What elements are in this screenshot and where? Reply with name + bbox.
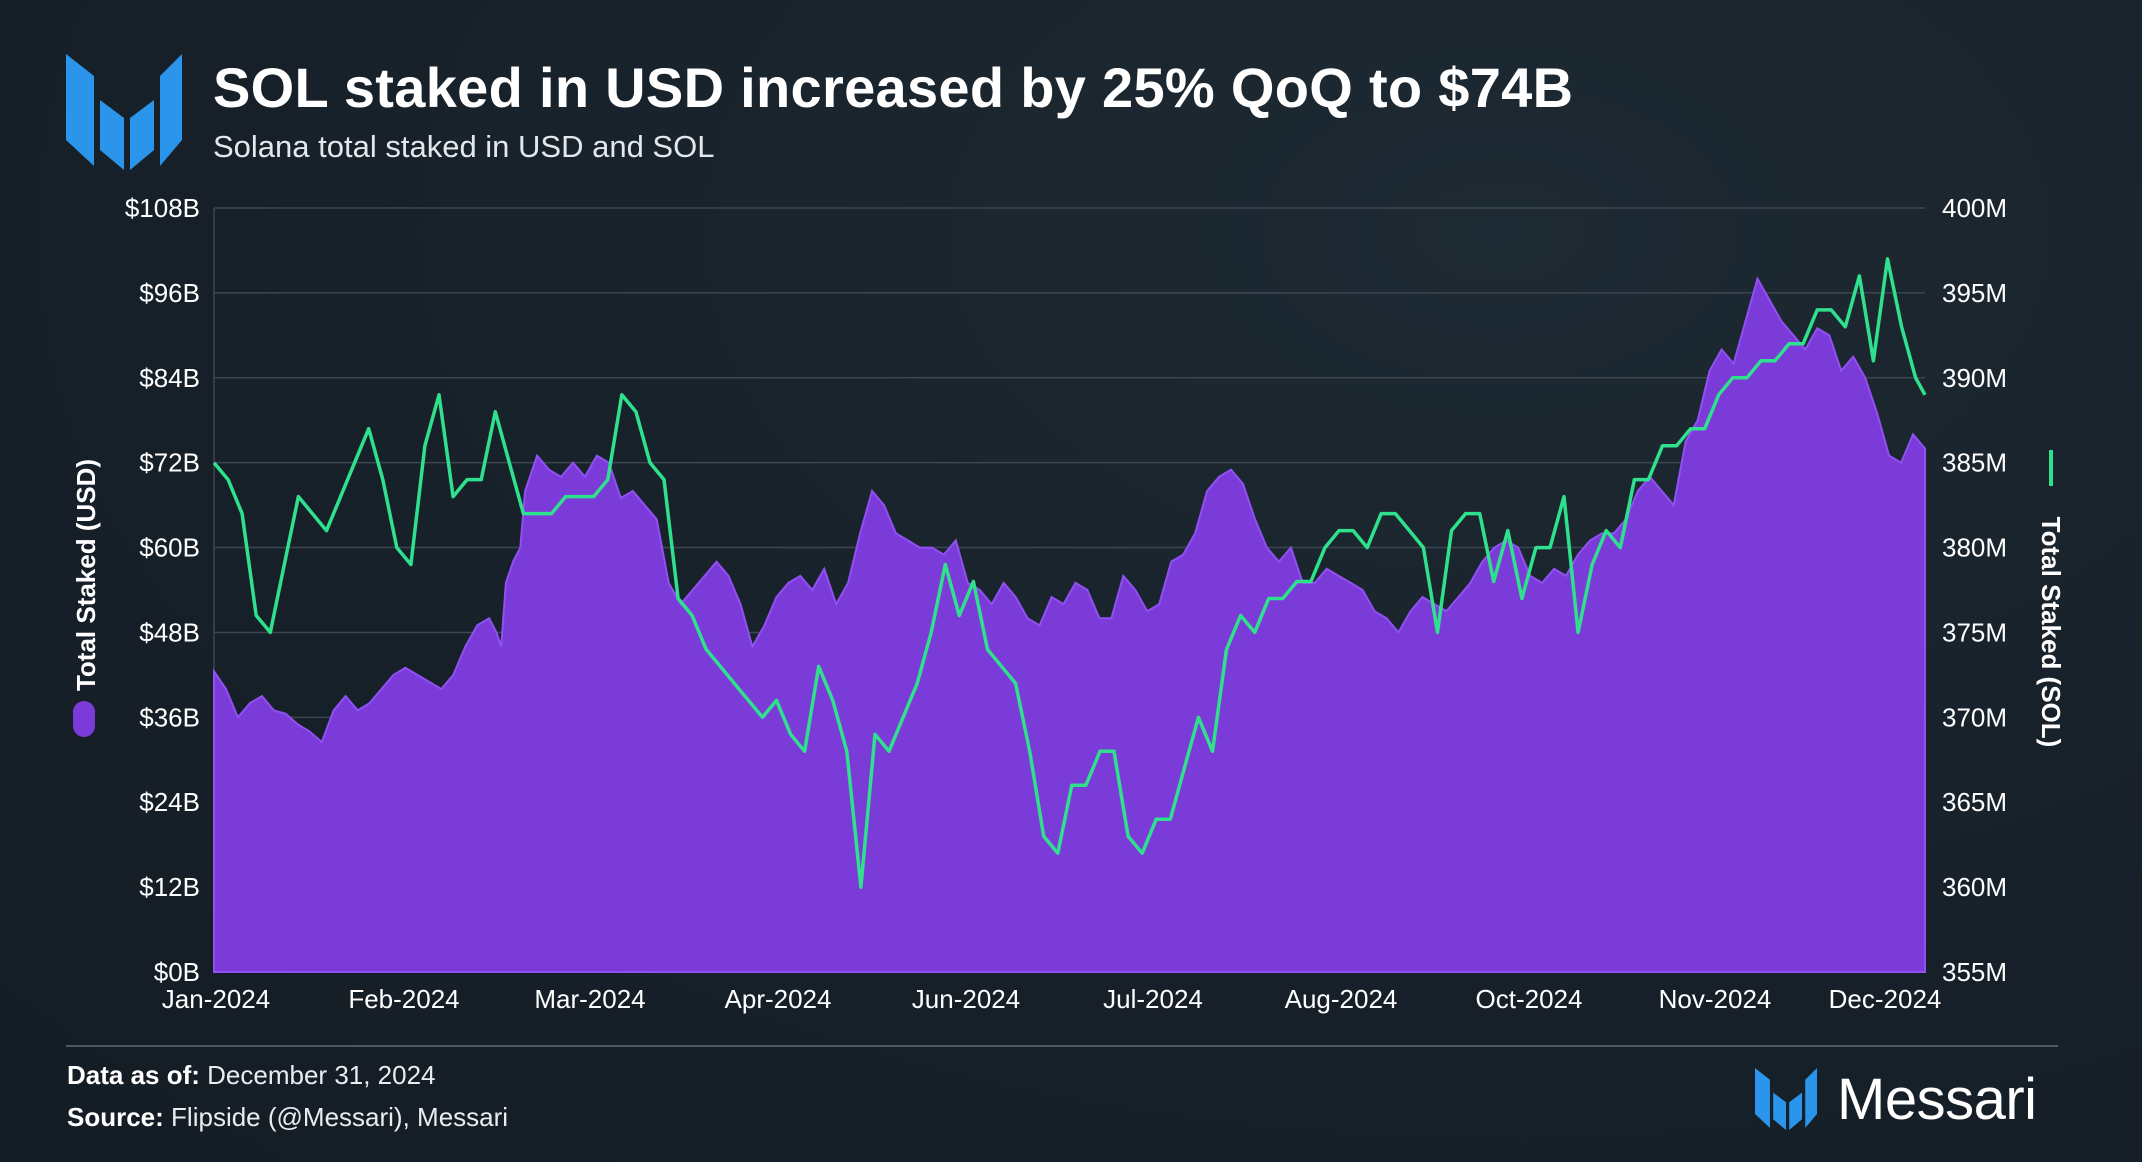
right-axis-ticks: 355M 360M 365M 370M 375M 380M 385M 390M 395M 400M <box>1942 193 2007 987</box>
right-axis-label: Total Staked (SOL) <box>2036 517 2066 748</box>
x-axis-ticks: Jan-2024 Feb-2024 Mar-2024 Apr-2024 Jun-2024… <box>162 984 1942 1014</box>
right-tick-label: 385M <box>1942 448 2007 478</box>
left-tick-label: $12B <box>139 872 200 902</box>
x-tick-label: Apr-2024 <box>725 984 832 1014</box>
x-tick-label: Dec-2024 <box>1829 984 1942 1014</box>
source: Source: Flipside (@Messari), Messari <box>67 1102 509 1132</box>
left-tick-label: $48B <box>139 617 200 647</box>
chart-subtitle: Solana total staked in USD and SOL <box>213 129 715 164</box>
chart-title: SOL staked in USD increased by 25% QoQ t… <box>213 56 1574 119</box>
right-tick-label: 395M <box>1942 278 2007 308</box>
right-tick-label: 365M <box>1942 787 2007 817</box>
left-tick-label: $24B <box>139 787 200 817</box>
right-axis-title: Total Staked (SOL) <box>2036 450 2066 747</box>
messari-logo-icon <box>66 54 182 170</box>
left-axis-ticks: $0B $12B $24B $36B $48B $60B $72B $84B $96B $108B <box>125 193 200 987</box>
left-tick-label: $36B <box>139 702 200 732</box>
left-axis-title: Total Staked (USD) <box>71 459 101 737</box>
data-as-of: Data as of: December 31, 2024 <box>67 1060 436 1090</box>
right-tick-label: 370M <box>1942 702 2007 732</box>
left-tick-label: $84B <box>139 363 200 393</box>
x-tick-label: Jan-2024 <box>162 984 270 1014</box>
right-tick-label: 375M <box>1942 617 2007 647</box>
right-tick-label: 360M <box>1942 872 2007 902</box>
usd-legend-swatch <box>73 701 95 737</box>
usd-area-series <box>213 276 1926 973</box>
left-tick-label: $108B <box>125 193 200 223</box>
brand: Messari <box>1753 1064 2037 1134</box>
left-axis-label: Total Staked (USD) <box>71 459 101 691</box>
left-tick-label: $0B <box>154 957 200 987</box>
right-tick-label: 390M <box>1942 363 2007 393</box>
x-tick-label: Nov-2024 <box>1659 984 1772 1014</box>
x-tick-label: Jul-2024 <box>1103 984 1203 1014</box>
footer-divider <box>66 1045 2058 1047</box>
x-tick-label: Feb-2024 <box>348 984 459 1014</box>
messari-logo-icon <box>1755 1068 1817 1130</box>
right-tick-label: 355M <box>1942 957 2007 987</box>
x-tick-label: Aug-2024 <box>1285 984 1398 1014</box>
left-tick-label: $72B <box>139 448 200 478</box>
brand-name: Messari <box>1837 1066 2037 1132</box>
x-tick-label: Oct-2024 <box>1476 984 1583 1014</box>
x-tick-label: Jun-2024 <box>912 984 1020 1014</box>
x-tick-label: Mar-2024 <box>534 984 645 1014</box>
right-tick-label: 380M <box>1942 533 2007 563</box>
left-tick-label: $60B <box>139 533 200 563</box>
sol-line-series <box>212 257 1927 889</box>
left-tick-label: $96B <box>139 278 200 308</box>
right-tick-label: 400M <box>1942 193 2007 223</box>
